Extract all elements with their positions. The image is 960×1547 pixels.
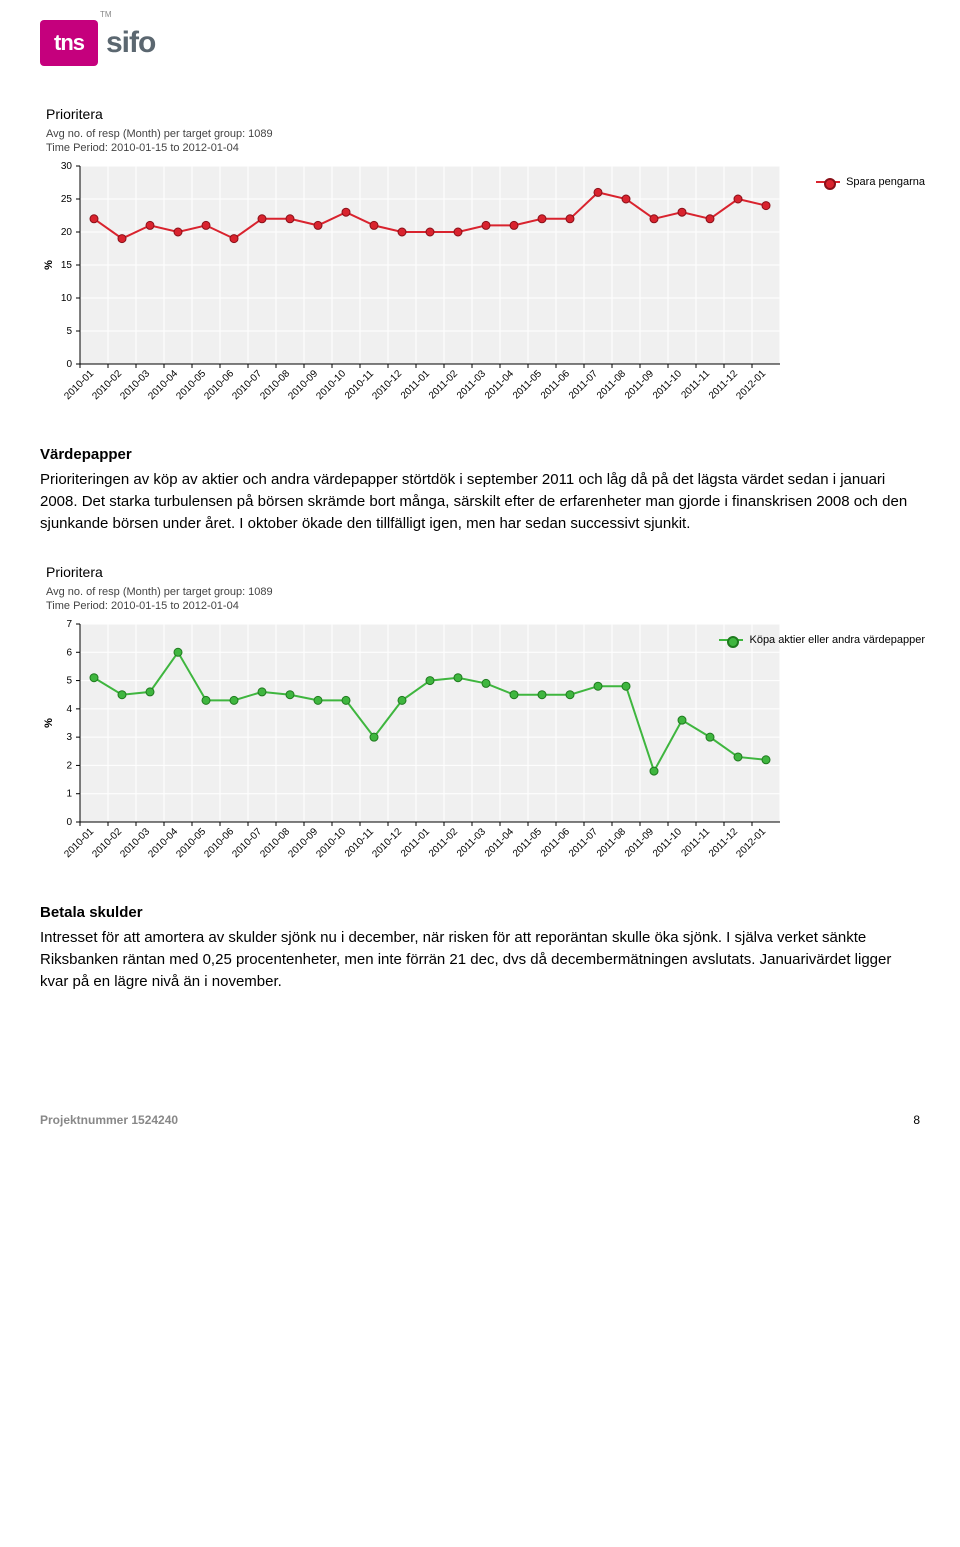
chart-2-legend-label: Köpa aktier eller andra värdepapper: [749, 634, 925, 646]
svg-text:2010-07: 2010-07: [230, 826, 264, 860]
svg-text:2010-01: 2010-01: [62, 826, 96, 860]
svg-text:5: 5: [66, 676, 72, 687]
svg-text:2010-10: 2010-10: [314, 826, 348, 860]
logo-block: tns TM sifo: [40, 0, 920, 76]
chart-1-sub1: Avg no. of resp (Month) per target group…: [46, 128, 920, 140]
svg-text:2011-07: 2011-07: [567, 368, 601, 402]
svg-text:2010-05: 2010-05: [174, 826, 208, 860]
svg-text:2010-09: 2010-09: [286, 368, 320, 402]
svg-text:2011-01: 2011-01: [399, 826, 433, 860]
svg-text:%: %: [43, 718, 55, 728]
svg-text:2011-01: 2011-01: [399, 368, 433, 402]
svg-text:2011-11: 2011-11: [679, 368, 712, 401]
logo-text: sifo: [106, 26, 155, 60]
chart-1-sub2: Time Period: 2010-01-15 to 2012-01-04: [46, 142, 920, 154]
svg-text:2010-12: 2010-12: [370, 368, 404, 402]
svg-text:2012-01: 2012-01: [734, 368, 768, 402]
svg-text:2011-04: 2011-04: [483, 368, 517, 402]
legend-marker-icon: [816, 181, 840, 183]
svg-text:15: 15: [61, 260, 73, 271]
svg-text:2010-05: 2010-05: [174, 368, 208, 402]
svg-text:2010-12: 2010-12: [370, 826, 404, 860]
svg-text:2012-01: 2012-01: [734, 826, 768, 860]
svg-text:2011-08: 2011-08: [595, 826, 629, 860]
svg-text:2010-07: 2010-07: [230, 368, 264, 402]
chart-2: Prioritera Avg no. of resp (Month) per t…: [40, 564, 920, 874]
svg-text:2011-07: 2011-07: [567, 826, 601, 860]
svg-text:2011-05: 2011-05: [511, 368, 545, 402]
chart-2-title: Prioritera: [46, 564, 920, 580]
svg-text:2011-03: 2011-03: [455, 826, 489, 860]
legend-marker-icon: [719, 639, 743, 641]
svg-text:2011-10: 2011-10: [651, 826, 685, 860]
svg-text:1: 1: [66, 789, 72, 800]
svg-text:2010-09: 2010-09: [286, 826, 320, 860]
svg-text:2011-11: 2011-11: [679, 826, 712, 859]
svg-text:2011-06: 2011-06: [539, 368, 573, 402]
section-vardepapper: Värdepapper Prioriteringen av köp av akt…: [40, 446, 920, 534]
svg-text:20: 20: [61, 227, 73, 238]
svg-text:2010-06: 2010-06: [202, 826, 236, 860]
chart-1-legend: Spara pengarna: [816, 176, 925, 188]
page-footer: Projektnummer 1524240 8: [40, 1113, 920, 1127]
logo-tm: TM: [100, 10, 112, 19]
project-number: Projektnummer 1524240: [40, 1113, 178, 1127]
svg-text:25: 25: [61, 194, 73, 205]
chart-1-svg: 0 5 10 15 20 25 30 2010-012010-022010-032010-04…: [40, 156, 920, 416]
svg-text:2010-03: 2010-03: [118, 826, 152, 860]
svg-text:0: 0: [66, 817, 72, 828]
svg-text:2011-04: 2011-04: [483, 826, 517, 860]
svg-text:2010-01: 2010-01: [62, 368, 96, 402]
svg-text:2010-02: 2010-02: [90, 826, 124, 860]
page-number: 8: [913, 1113, 920, 1127]
section-2-body: Intresset för att amortera av skulder sj…: [40, 927, 920, 992]
section-2-heading: Betala skulder: [40, 904, 920, 921]
svg-text:2010-08: 2010-08: [258, 826, 292, 860]
svg-text:4: 4: [66, 704, 72, 715]
svg-text:2011-05: 2011-05: [511, 826, 545, 860]
svg-text:2011-10: 2011-10: [651, 368, 685, 402]
svg-text:2011-02: 2011-02: [427, 826, 461, 860]
svg-text:2011-03: 2011-03: [455, 368, 489, 402]
svg-text:2: 2: [66, 761, 72, 772]
svg-text:%: %: [43, 260, 55, 270]
svg-text:2010-04: 2010-04: [146, 368, 180, 402]
svg-text:30: 30: [61, 161, 73, 172]
svg-text:5: 5: [66, 326, 72, 337]
svg-text:2011-08: 2011-08: [595, 368, 629, 402]
svg-text:2010-08: 2010-08: [258, 368, 292, 402]
section-1-body: Prioriteringen av köp av aktier och andr…: [40, 469, 920, 534]
svg-text:2010-04: 2010-04: [146, 826, 180, 860]
svg-text:7: 7: [66, 619, 72, 630]
svg-text:2010-10: 2010-10: [314, 368, 348, 402]
chart-2-sub2: Time Period: 2010-01-15 to 2012-01-04: [46, 600, 920, 612]
chart-1-title: Prioritera: [46, 106, 920, 122]
svg-text:2011-06: 2011-06: [539, 826, 573, 860]
svg-text:2011-09: 2011-09: [623, 826, 657, 860]
svg-text:2010-03: 2010-03: [118, 368, 152, 402]
svg-text:2011-09: 2011-09: [623, 368, 657, 402]
svg-text:0: 0: [66, 359, 72, 370]
svg-text:3: 3: [66, 732, 72, 743]
section-betala-skulder: Betala skulder Intresset för att amorter…: [40, 904, 920, 992]
chart-2-svg: 012345672010-012010-022010-032010-042010…: [40, 614, 920, 874]
svg-text:2011-02: 2011-02: [427, 368, 461, 402]
chart-1-legend-label: Spara pengarna: [846, 176, 925, 188]
logo-box: tns: [40, 20, 98, 66]
svg-text:6: 6: [66, 648, 72, 659]
svg-text:10: 10: [61, 293, 73, 304]
svg-text:2010-02: 2010-02: [90, 368, 124, 402]
section-1-heading: Värdepapper: [40, 446, 920, 463]
chart-2-legend: Köpa aktier eller andra värdepapper: [719, 634, 925, 646]
svg-text:2010-06: 2010-06: [202, 368, 236, 402]
chart-2-sub1: Avg no. of resp (Month) per target group…: [46, 586, 920, 598]
chart-1: Prioritera Avg no. of resp (Month) per t…: [40, 106, 920, 416]
